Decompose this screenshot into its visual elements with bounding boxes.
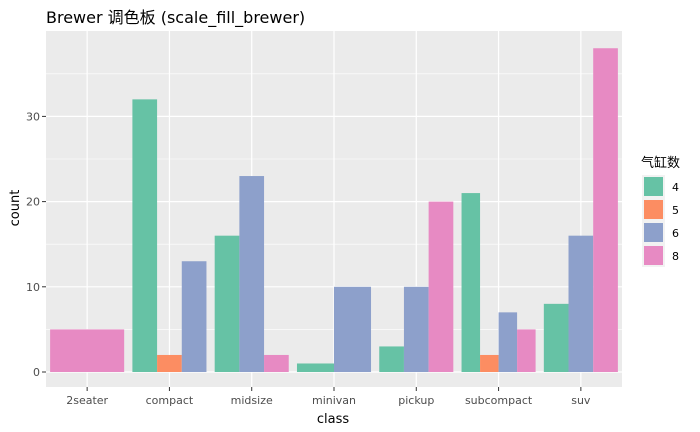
bar-midsize-6 — [239, 176, 265, 372]
y-axis-ticks: 0 10 20 30 — [26, 110, 46, 379]
y-tick-label: 0 — [33, 366, 40, 379]
x-tick-label: suv — [571, 394, 591, 407]
bar-suv-8 — [593, 48, 618, 373]
bar-subcompact-4 — [461, 193, 481, 372]
legend-label-5: 5 — [672, 204, 679, 217]
y-tick-label: 30 — [26, 110, 40, 123]
bar-minivan-6 — [334, 286, 372, 372]
x-tick-label: 2seater — [66, 394, 108, 407]
bar-compact-5 — [157, 354, 182, 372]
y-tick-label: 20 — [26, 196, 40, 209]
bar-compact-6 — [181, 261, 207, 372]
bar-subcompact-8 — [517, 329, 536, 372]
x-tick-label: minivan — [312, 394, 356, 407]
x-tick-label: subcompact — [465, 394, 533, 407]
bar-suv-6 — [568, 235, 594, 372]
x-tick-label: pickup — [398, 394, 434, 407]
x-tick-label: midsize — [231, 394, 273, 407]
bar-minivan-4 — [296, 363, 334, 372]
legend-label-8: 8 — [672, 250, 679, 263]
legend-swatch-5 — [644, 200, 663, 219]
x-tick-label: compact — [146, 394, 194, 407]
x-axis-title: class — [317, 412, 349, 427]
legend-swatch-8 — [644, 246, 663, 265]
x-axis-ticks: 2seater compact midsize minivan pickup subcom… — [66, 387, 591, 407]
bar-compact-4 — [132, 99, 158, 373]
legend-title: 气缸数 — [641, 155, 680, 171]
legend-swatch-6 — [644, 223, 663, 242]
bar-pickup-4 — [379, 346, 404, 372]
legend-label-4: 4 — [672, 181, 679, 194]
chart-title: Brewer 调色板 (scale_fill_brewer) — [46, 8, 305, 28]
bar-midsize-8 — [264, 354, 289, 372]
bar-subcompact-6 — [498, 312, 518, 372]
y-axis-title: count — [8, 190, 23, 227]
y-tick-label: 10 — [26, 281, 40, 294]
legend-label-6: 6 — [672, 227, 679, 240]
bars — [50, 48, 618, 373]
bar-suv-4 — [543, 303, 569, 372]
bar-2seater-8 — [50, 329, 125, 372]
legend-swatch-4 — [644, 177, 663, 196]
legend: 气缸数 4 5 6 8 — [641, 155, 680, 267]
bar-pickup-6 — [403, 286, 429, 372]
bar-midsize-4 — [214, 235, 240, 372]
bar-subcompact-5 — [480, 354, 499, 372]
bar-pickup-8 — [428, 201, 454, 372]
